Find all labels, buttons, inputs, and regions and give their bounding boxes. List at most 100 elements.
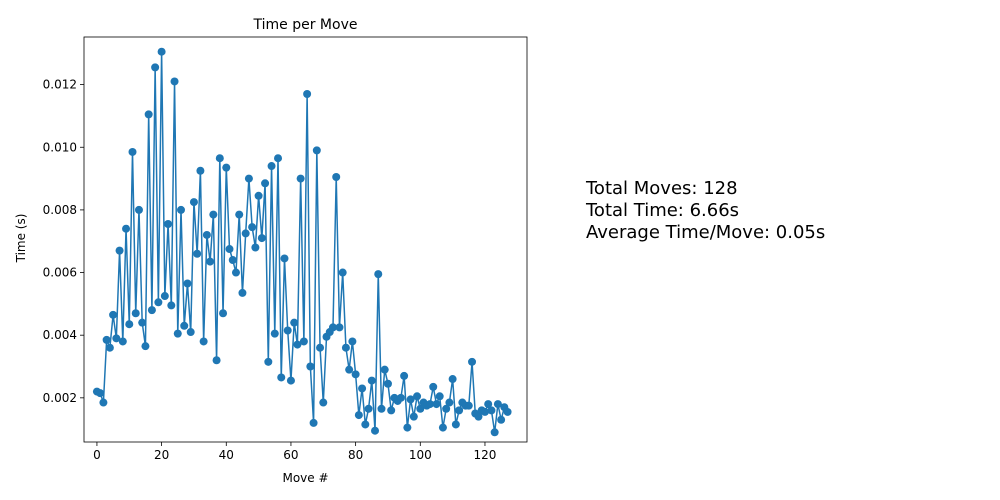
data-point <box>490 428 499 437</box>
y-tick-label: 0.002 <box>43 391 77 405</box>
data-point <box>219 309 228 318</box>
y-axis-label: Time (s) <box>14 214 28 264</box>
data-point <box>196 166 205 175</box>
data-point <box>183 279 192 288</box>
x-tick-label: 100 <box>409 448 432 462</box>
data-point <box>335 323 344 332</box>
data-point <box>122 224 131 233</box>
data-point <box>493 400 502 409</box>
data-point <box>328 323 337 332</box>
data-point <box>377 404 386 413</box>
y-tick-label: 0.010 <box>43 140 77 154</box>
data-point <box>396 393 405 402</box>
y-tick-label: 0.012 <box>43 78 77 92</box>
data-point <box>332 173 341 182</box>
data-point <box>293 340 302 349</box>
data-point <box>222 163 231 172</box>
total-moves-text: Total Moves: 128 <box>586 178 738 199</box>
data-point <box>409 412 418 421</box>
data-point <box>283 326 292 335</box>
data-point <box>348 337 357 346</box>
data-point <box>267 162 276 171</box>
data-point <box>464 401 473 410</box>
data-point <box>173 329 182 338</box>
data-point <box>338 268 347 277</box>
data-point <box>296 174 305 183</box>
data-point <box>380 365 389 374</box>
data-point <box>319 398 328 407</box>
data-point <box>387 406 396 415</box>
data-point <box>228 256 237 265</box>
data-point <box>147 306 156 315</box>
data-point <box>416 404 425 413</box>
data-point <box>167 301 176 310</box>
data-point <box>286 376 295 385</box>
data-point <box>238 288 247 297</box>
data-point <box>374 270 383 279</box>
data-point <box>177 205 186 214</box>
data-point <box>109 310 118 319</box>
data-point <box>345 365 354 374</box>
data-point <box>128 147 137 156</box>
data-point <box>309 418 318 427</box>
x-tick-label: 20 <box>154 448 169 462</box>
data-point <box>429 382 438 391</box>
data-point <box>235 210 244 219</box>
data-point <box>251 243 260 252</box>
y-tick-label: 0.008 <box>43 203 77 217</box>
data-point <box>244 174 253 183</box>
data-point <box>351 370 360 379</box>
data-point <box>261 179 270 188</box>
axes-frame <box>83 36 528 443</box>
data-point <box>202 230 211 239</box>
data-point <box>96 389 105 398</box>
data-point <box>316 343 325 352</box>
data-point <box>144 110 153 119</box>
data-point <box>403 423 412 432</box>
data-point <box>448 375 457 384</box>
data-point <box>193 249 202 258</box>
data-point <box>206 257 215 266</box>
data-point <box>442 404 451 413</box>
total-time-text: Total Time: 6.66s <box>586 200 740 221</box>
data-point <box>277 373 286 382</box>
data-point <box>225 245 234 254</box>
data-point <box>455 406 464 415</box>
data-point <box>406 395 415 404</box>
x-tick-label: 40 <box>219 448 234 462</box>
data-point <box>503 407 512 416</box>
data-point <box>358 384 367 393</box>
data-point <box>170 77 179 86</box>
data-point <box>435 392 444 401</box>
data-point <box>264 357 273 366</box>
data-point <box>180 321 189 330</box>
y-tick-label: 0.004 <box>43 328 77 342</box>
data-point <box>274 154 283 163</box>
data-point <box>497 415 506 424</box>
x-tick-label: 60 <box>283 448 298 462</box>
data-point <box>257 234 266 243</box>
data-point <box>484 400 493 409</box>
data-point <box>445 398 454 407</box>
data-point <box>280 254 289 263</box>
data-point <box>312 146 321 155</box>
data-point <box>487 406 496 415</box>
data-point <box>231 268 240 277</box>
data-point <box>141 342 150 351</box>
data-point <box>157 47 166 56</box>
data-point <box>160 292 169 301</box>
data-point <box>354 411 363 420</box>
data-point <box>367 376 376 385</box>
data-point <box>138 318 147 327</box>
data-point <box>154 298 163 307</box>
average-time-text: Average Time/Move: 0.05s <box>586 222 826 243</box>
data-point <box>425 400 434 409</box>
data-point <box>383 379 392 388</box>
x-tick-label: 80 <box>348 448 363 462</box>
data-point <box>189 198 198 207</box>
data-point <box>118 337 127 346</box>
data-point <box>186 328 195 337</box>
data-point <box>400 371 409 380</box>
data-point <box>290 318 299 327</box>
